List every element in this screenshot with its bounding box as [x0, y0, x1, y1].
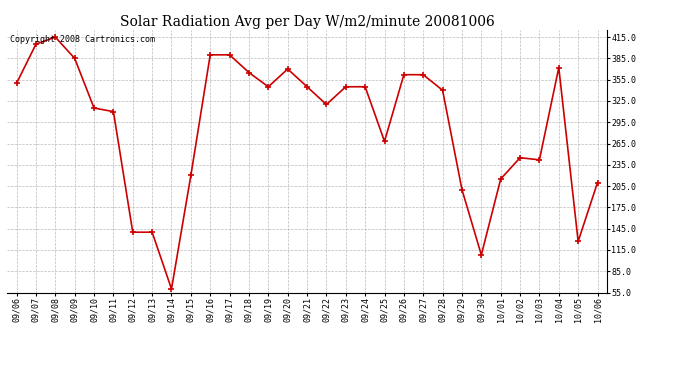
Text: Copyright 2008 Cartronics.com: Copyright 2008 Cartronics.com [10, 35, 155, 44]
Title: Solar Radiation Avg per Day W/m2/minute 20081006: Solar Radiation Avg per Day W/m2/minute … [119, 15, 495, 29]
